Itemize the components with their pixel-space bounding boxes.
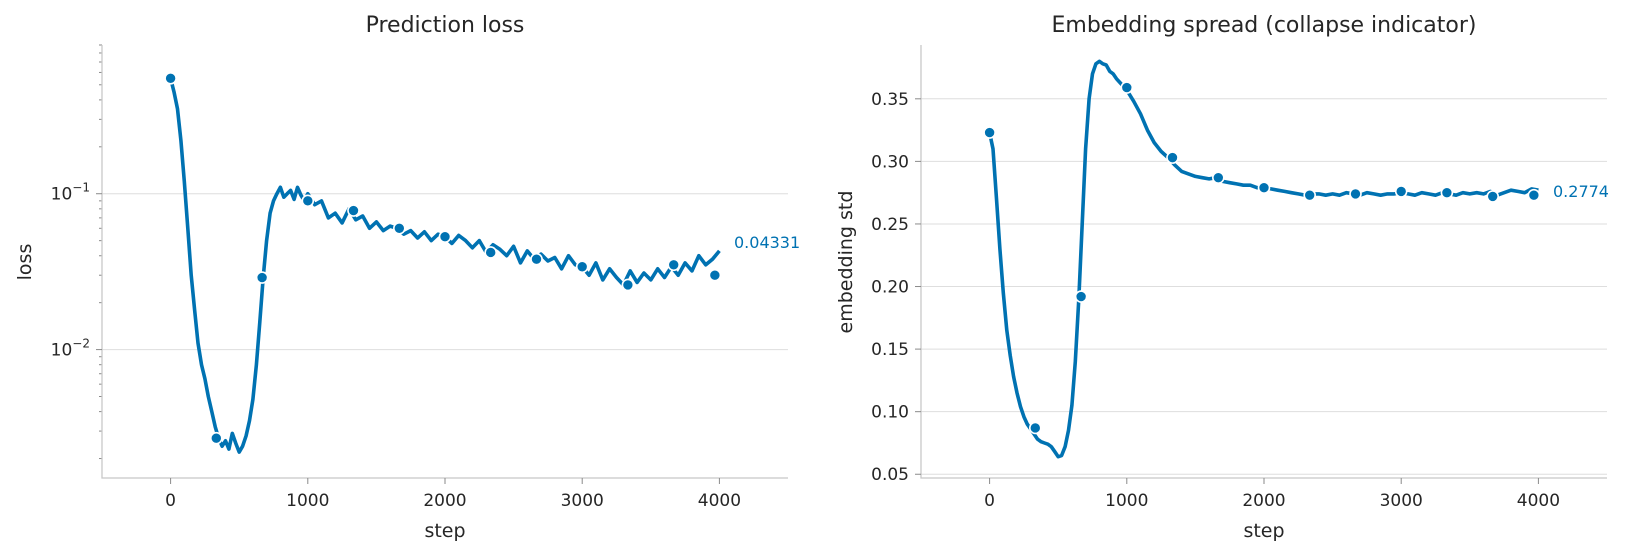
chart-title: Embedding spread (collapse indicator) [1052,13,1477,38]
data-point-marker [301,194,315,208]
y-tick-label: 0.20 [871,278,909,298]
series-line [168,77,721,454]
data-point-marker [1394,185,1408,198]
y-axis-label: embedding std [835,191,857,334]
data-point-marker [1028,421,1042,435]
x-axis-label: step [1243,520,1284,542]
data-point-marker [983,126,996,139]
data-point-marker [708,268,722,282]
panel-prediction-loss: Prediction loss 0 1000 2000 3000 4000 10−2 10… [14,13,800,542]
data-point-marker [393,222,406,235]
y-tick-label: 0.10 [871,403,909,423]
data-point-marker [1166,151,1179,164]
data-point-marker [209,431,223,445]
y-axis-label: loss [14,244,36,281]
y-tick-label: 10−2 [51,337,90,361]
data-point-marker [1349,187,1362,201]
y-tick-label: 0.35 [871,90,909,110]
x-tick-label: 2000 [423,491,466,511]
data-point-marker [484,246,497,259]
y-tick-label: 0.15 [871,340,909,360]
end-value-label: 0.2774 [1553,182,1609,201]
data-point-marker [1440,186,1454,199]
axes-frame [920,45,1607,479]
x-tick-label: 4000 [698,491,741,511]
axes-frame [101,45,788,479]
x-tick-label: 3000 [1380,491,1423,511]
data-point-marker [255,271,269,284]
chart-title: Prediction loss [366,13,525,38]
x-tick-label: 4000 [1517,491,1560,511]
y-tick-label: 10−1 [51,181,90,205]
data-point-marker [1486,190,1500,203]
series-line [987,59,1539,459]
x-tick-label: 0 [165,491,176,511]
data-point-marker [1527,188,1541,202]
y-tick-label: 0.25 [871,215,909,235]
x-tick-label: 2000 [1242,491,1285,511]
data-point-marker [1303,188,1316,202]
data-point-marker [1257,181,1271,194]
x-tick-label: 1000 [286,491,329,511]
data-point-marker [1074,290,1088,303]
data-point-marker [1212,171,1225,184]
x-tick-label: 1000 [1105,491,1148,511]
data-point-marker [347,204,360,217]
y-tick-label: 0.30 [871,152,909,172]
panel-embedding-spread: Embedding spread (collapse indicator) 0 1… [835,13,1609,542]
data-point-marker [438,230,452,244]
end-value-label: 0.04331 [734,233,800,252]
data-point-marker [575,260,589,274]
y-tick-label: 0.05 [871,465,909,485]
x-axis-label: step [424,520,465,542]
x-tick-label: 3000 [561,491,604,511]
x-tick-label: 0 [984,491,995,511]
data-point-marker [621,278,635,292]
data-point-marker [1120,81,1134,94]
data-point-marker [667,258,681,272]
data-point-marker [164,72,177,85]
data-point-marker [530,252,543,266]
